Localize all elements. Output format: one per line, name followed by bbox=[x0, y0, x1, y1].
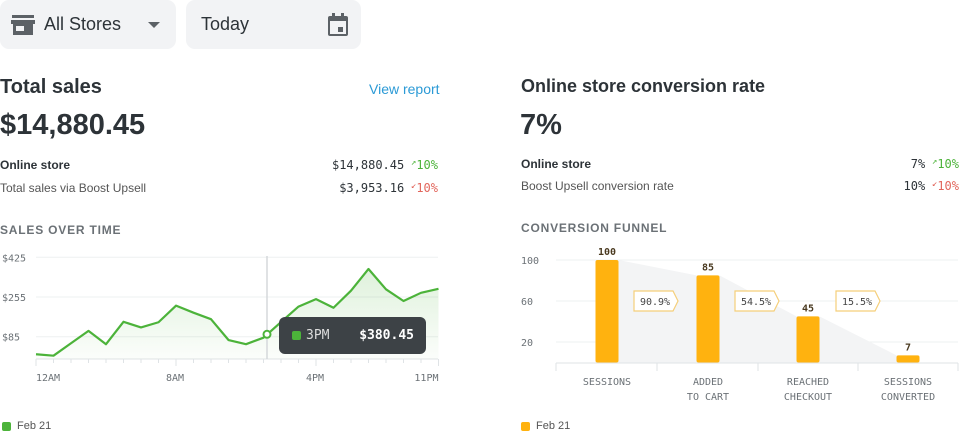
row-value: $14,880.45 bbox=[331, 158, 405, 172]
tooltip-swatch bbox=[292, 331, 301, 340]
conversion-row-online-store: Online store 7% ↗10% bbox=[521, 157, 959, 171]
tooltip-label: 3PM bbox=[306, 328, 330, 343]
date-selector[interactable]: Today bbox=[186, 0, 361, 49]
conversion-value: 7% bbox=[520, 109, 562, 141]
conversion-funnel-heading: CONVERSION FUNNEL bbox=[521, 221, 668, 235]
bar-value-label: 45 bbox=[802, 303, 814, 314]
conversion-rate-badge bbox=[734, 290, 780, 312]
sales-legend: Feb 21 bbox=[2, 420, 51, 432]
chevron-down-icon bbox=[148, 21, 160, 28]
category-label: TO CART bbox=[687, 392, 729, 403]
category-label: SESSIONS bbox=[884, 377, 932, 388]
bar-value-label: 85 bbox=[702, 262, 714, 273]
conversion-row-boost-upsell: Boost Upsell conversion rate 10% ↙10% bbox=[521, 179, 959, 193]
sales-over-time-heading: SALES OVER TIME bbox=[0, 223, 122, 237]
row-label: Online store bbox=[0, 158, 71, 172]
row-value: 7% bbox=[910, 157, 926, 171]
category-label: CHECKOUT bbox=[784, 392, 832, 403]
row-value: $3,953.16 bbox=[339, 181, 405, 195]
date-selector-value: Today bbox=[201, 14, 250, 34]
change-down: ↙10% bbox=[410, 181, 438, 195]
arrow-up-right-icon: ↗ bbox=[931, 157, 938, 167]
x-tick-label: 4PM bbox=[306, 373, 324, 384]
bar-value-label: 100 bbox=[598, 247, 616, 258]
calendar-icon bbox=[328, 12, 348, 36]
sales-row-online-store: Online store $14,880.45 ↗10% bbox=[0, 158, 438, 172]
funnel-legend: Feb 21 bbox=[521, 420, 570, 432]
row-label: Total sales via Boost Upsell bbox=[0, 181, 147, 195]
category-label: REACHED bbox=[787, 377, 829, 388]
store-icon bbox=[11, 14, 35, 35]
y-tick-label: $255 bbox=[2, 293, 26, 304]
category-label: ADDED bbox=[693, 377, 723, 388]
row-value: 10% bbox=[903, 179, 926, 193]
sales-row-boost-upsell: Total sales via Boost Upsell $3,953.16 ↙… bbox=[0, 181, 438, 195]
change-down: ↙10% bbox=[931, 179, 959, 193]
store-selector[interactable]: All Stores bbox=[0, 0, 176, 49]
y-tick-label: $425 bbox=[2, 253, 26, 264]
legend-swatch bbox=[521, 421, 530, 431]
y-tick-label: $85 bbox=[2, 333, 20, 344]
sales-line-chart: $425 $255 $85 12AM 8AM 4PM 11PM bbox=[2, 253, 439, 384]
hover-point bbox=[262, 329, 272, 339]
y-tick-label: 20 bbox=[521, 338, 533, 349]
total-sales-title: Total sales bbox=[0, 76, 102, 98]
x-tick-label: 12AM bbox=[36, 373, 60, 384]
conversion-rate-label: 90.9% bbox=[640, 297, 670, 308]
funnel-bar bbox=[696, 275, 720, 363]
conversion-funnel-chart: 100 60 20 100 SESSIONS 85 ADDED TO CART 45 REACHE… bbox=[521, 247, 959, 403]
tooltip-value: $380.45 bbox=[359, 328, 414, 343]
legend-swatch bbox=[2, 421, 11, 431]
funnel-bar bbox=[595, 260, 619, 363]
change-up: ↗10% bbox=[410, 158, 438, 172]
total-sales-value: $14,880.45 bbox=[0, 109, 146, 141]
category-label: CONVERTED bbox=[881, 392, 935, 403]
chart-tooltip: 3PM $380.45 bbox=[279, 317, 426, 354]
row-label: Boost Upsell conversion rate bbox=[521, 179, 674, 193]
funnel-bar bbox=[796, 316, 820, 363]
conversion-rate-label: 15.5% bbox=[842, 297, 872, 308]
legend-label: Feb 21 bbox=[536, 420, 571, 432]
arrow-down-left-icon: ↙ bbox=[931, 179, 938, 189]
store-selector-value: All Stores bbox=[44, 14, 122, 34]
view-report-link[interactable]: View report bbox=[369, 81, 440, 97]
arrow-down-left-icon: ↙ bbox=[410, 181, 417, 191]
y-tick-label: 60 bbox=[521, 297, 533, 308]
series-line bbox=[35, 267, 439, 357]
conversion-rate-badge bbox=[835, 290, 881, 312]
x-tick-label: 11PM bbox=[414, 373, 438, 384]
x-tick-label: 8AM bbox=[166, 373, 184, 384]
y-tick-label: 100 bbox=[521, 256, 539, 267]
arrow-up-right-icon: ↗ bbox=[410, 158, 417, 168]
conversion-rate-badge bbox=[633, 290, 679, 312]
legend-label: Feb 21 bbox=[17, 420, 52, 432]
funnel-bar bbox=[896, 355, 920, 363]
conversion-rate-label: 54.5% bbox=[741, 297, 771, 308]
conversion-title: Online store conversion rate bbox=[521, 76, 766, 96]
bar-value-label: 7 bbox=[905, 342, 911, 353]
row-label: Online store bbox=[521, 157, 592, 171]
category-label: SESSIONS bbox=[583, 377, 631, 388]
change-up: ↗10% bbox=[931, 157, 959, 171]
